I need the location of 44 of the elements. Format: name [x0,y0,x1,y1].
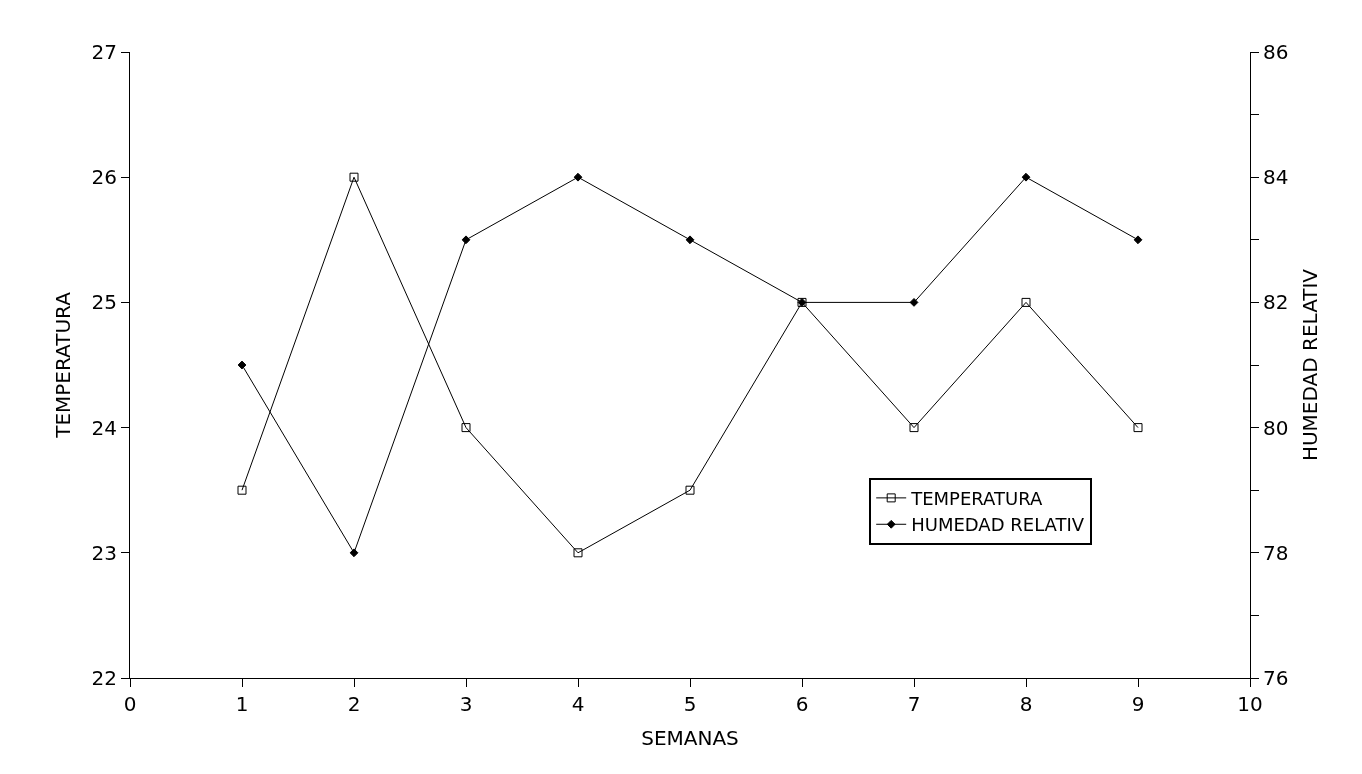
x-tick-label: 9 [1131,692,1145,716]
x-tick-label: 4 [571,692,585,716]
y-tick-label: 26 [91,165,117,190]
point [1021,297,1031,307]
point [685,485,695,495]
legend-label: HUMEDAD RELATIV [911,514,1085,536]
point [573,172,583,182]
y2-axis-title: HUMEDAD RELATIV [1297,268,1322,462]
point [909,298,919,307]
point [1021,172,1031,182]
y2-tick-label: 82 [1263,290,1289,315]
x-axis-title: SEMANAS [641,725,739,750]
y-tick-label: 27 [91,40,117,64]
y2-tick-label: 84 [1263,165,1289,190]
point [1133,235,1143,245]
x-tick-label: 7 [907,692,921,716]
point [461,235,471,245]
x-tick-label: 10 [1237,692,1263,716]
y2-tick-label: 80 [1263,415,1289,440]
y-axis-title: TEMPERATURA [51,291,76,439]
y-tick-label: 22 [91,666,117,690]
point [685,235,695,245]
x-tick-label: 6 [795,692,809,716]
y2-tick-label: 86 [1263,40,1289,64]
point [909,423,919,433]
x-tick-label: 8 [1019,692,1033,716]
legend-label: TEMPERATURA [910,487,1043,509]
point [1133,423,1143,433]
point [349,548,359,558]
y2-tick-label: 76 [1263,666,1289,690]
x-tick-label: 0 [123,692,137,716]
point [461,423,471,433]
y2-tick-label: 78 [1263,540,1289,565]
y-tick-label: 25 [91,290,117,315]
x-tick-label: 1 [235,692,249,716]
x-tick-label: 5 [683,692,697,716]
y-tick-label: 24 [91,415,117,440]
point [237,485,247,495]
x-tick-label: 3 [459,692,473,716]
x-tick-label: 2 [347,692,361,716]
point [237,360,247,370]
point [349,172,359,182]
point [573,548,583,558]
y-tick-label: 23 [91,540,117,565]
